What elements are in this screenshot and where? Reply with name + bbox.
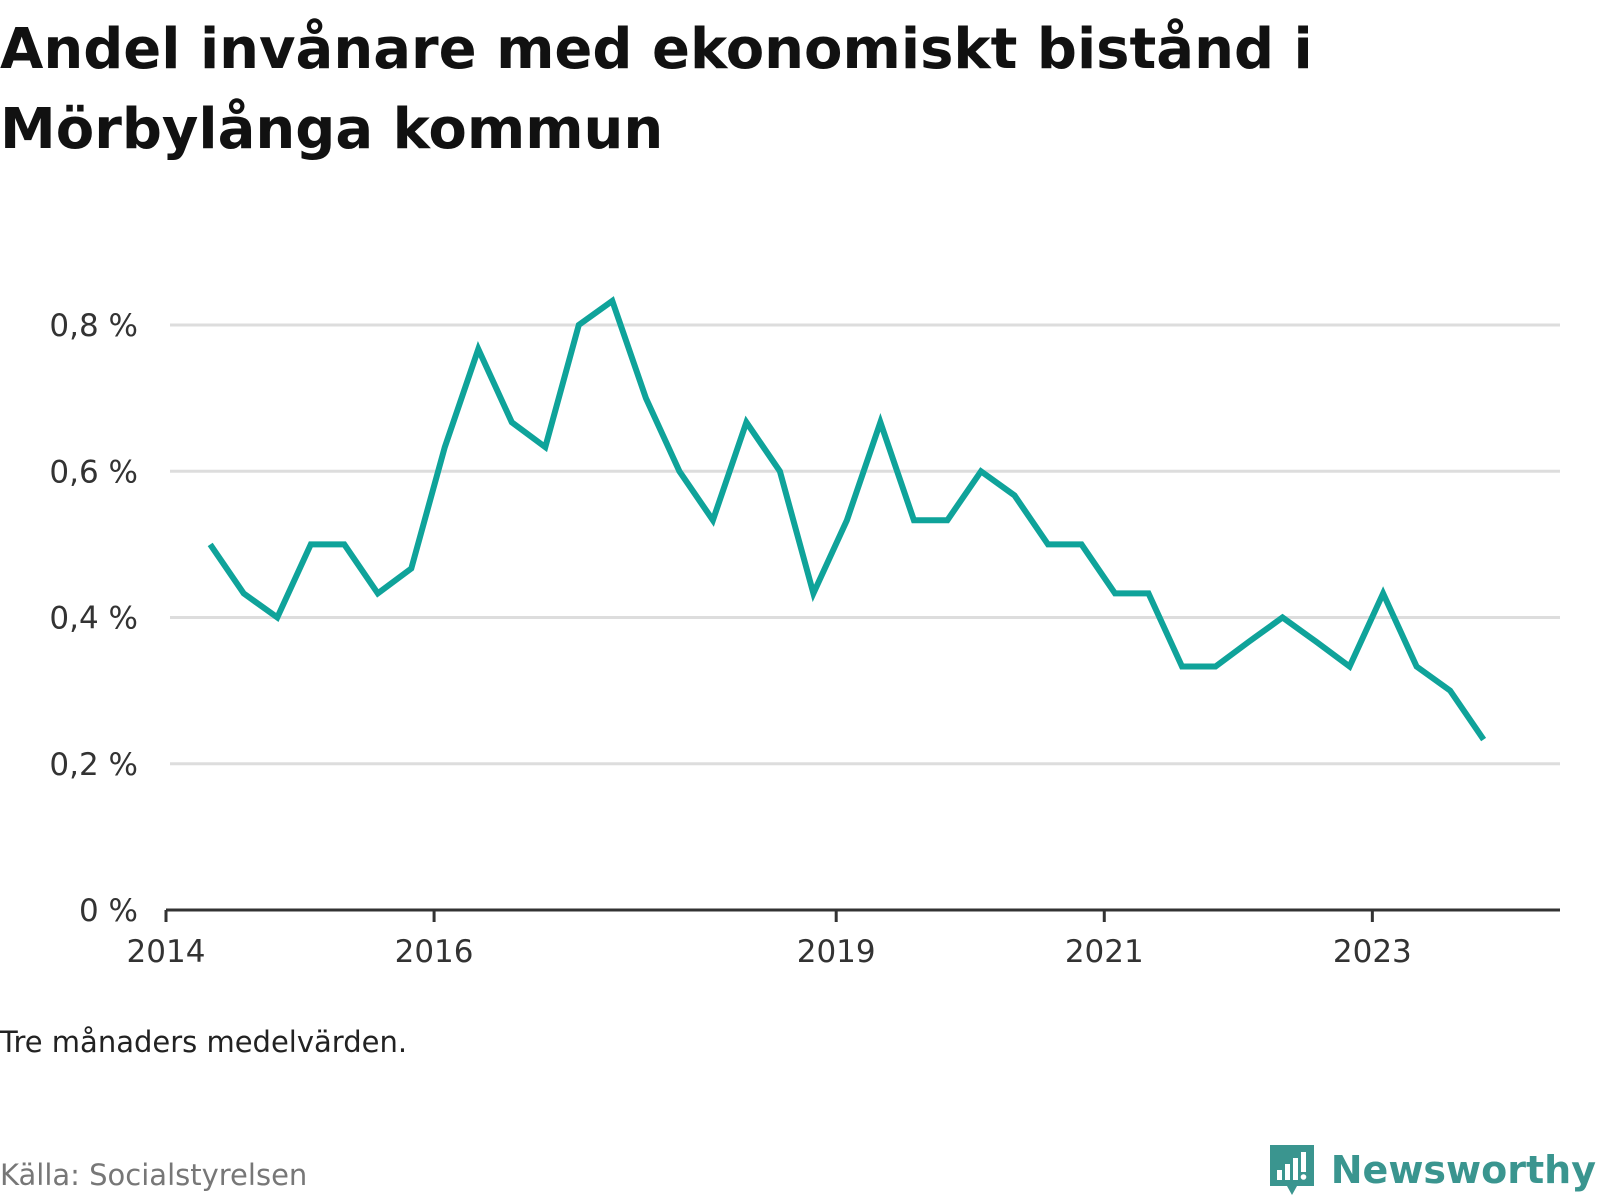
x-tick-label: 2019 <box>797 934 876 970</box>
x-tick-label: 2023 <box>1333 934 1412 970</box>
brand-logo: Newsworthy <box>1267 1140 1596 1200</box>
y-tick-label: 0,8 % <box>49 308 138 344</box>
y-tick-label: 0,2 % <box>49 747 138 783</box>
y-tick-label: 0 % <box>79 893 138 929</box>
chart-note: Tre månaders medelvärden. <box>0 1025 408 1059</box>
series-line <box>207 296 1487 742</box>
gridlines <box>170 323 1560 766</box>
brand-name: Newsworthy <box>1330 1148 1596 1192</box>
x-tick-label: 2021 <box>1065 934 1144 970</box>
x-axis-ticks: 2014 2016 2019 2021 2023 <box>127 910 1412 970</box>
y-axis-tick-labels: 0 % 0,2 % 0,4 % 0,6 % 0,8 % <box>49 308 138 929</box>
y-tick-label: 0,6 % <box>49 454 138 490</box>
x-tick-label: 2014 <box>127 934 206 970</box>
chart-title: Andel invånare med ekonomiskt bistånd i … <box>0 17 1313 162</box>
source-credit: Källa: Socialstyrelsen <box>0 1158 308 1192</box>
y-tick-label: 0,4 % <box>49 601 138 637</box>
bar-chart-speech-bubble-icon <box>1269 1145 1314 1195</box>
x-tick-label: 2016 <box>395 934 474 970</box>
